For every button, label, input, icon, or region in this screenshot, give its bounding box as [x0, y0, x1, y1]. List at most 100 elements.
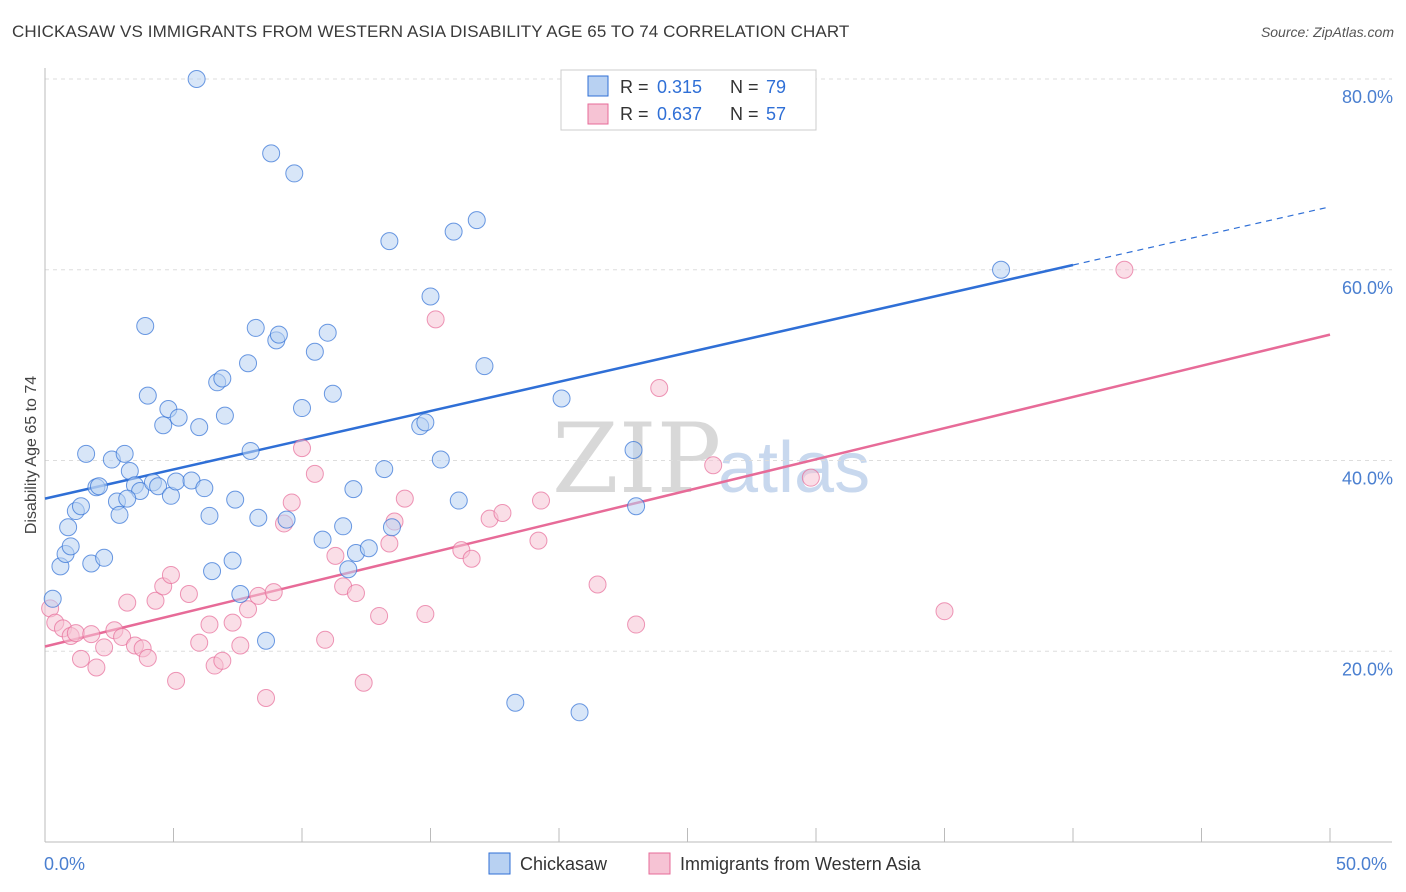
watermark-zip: ZIP	[552, 403, 721, 515]
y-tick-label-3: 80.0%	[1342, 87, 1393, 107]
point-chickasaw-48	[277, 510, 296, 529]
point-chickasaw-64	[421, 287, 440, 306]
point-chickasaw-38	[226, 490, 245, 509]
point-chickasaw-62	[382, 518, 401, 537]
point-chickasaw-75	[627, 497, 646, 516]
point-immigrants-14	[138, 648, 157, 667]
bottom-legend-label-chickasaw: Chickasaw	[520, 854, 608, 874]
point-immigrants-55	[801, 468, 820, 487]
point-chickasaw-19	[136, 317, 155, 336]
point-immigrants-20	[190, 633, 209, 652]
point-immigrants-57	[1115, 260, 1134, 279]
point-immigrants-26	[239, 600, 258, 619]
point-chickasaw-30	[190, 418, 209, 437]
point-immigrants-29	[264, 583, 283, 602]
watermark-atlas: atlas	[718, 428, 870, 508]
bottom-legend-label-immigrants: Immigrants from Western Asia	[680, 854, 922, 874]
y-tick-label-1: 40.0%	[1342, 469, 1393, 489]
legend-r-value-2: 0.637	[657, 104, 702, 124]
point-chickasaw-6	[71, 497, 90, 516]
legend-r-label-2: R =	[620, 104, 649, 124]
trend-line-chickasaw	[44, 263, 1074, 500]
legend-n-label-2: N =	[730, 104, 759, 124]
point-chickasaw-71	[552, 389, 571, 408]
point-chickasaw-44	[257, 631, 276, 650]
point-chickasaw-40	[239, 354, 258, 373]
legend-n-value-1: 79	[766, 77, 786, 97]
point-immigrants-32	[293, 439, 311, 458]
legend-r-value-1: 0.315	[657, 77, 702, 97]
point-immigrants-4	[66, 624, 85, 643]
legend-swatch-pink	[587, 103, 609, 125]
point-chickasaw-76	[992, 260, 1011, 279]
point-immigrants-8	[95, 638, 114, 657]
point-chickasaw-32	[200, 506, 219, 525]
point-immigrants-6	[82, 625, 101, 644]
point-immigrants-5	[71, 649, 90, 668]
point-chickasaw-65	[431, 450, 450, 469]
point-immigrants-7	[87, 658, 106, 677]
point-immigrants-27	[249, 586, 268, 605]
point-chickasaw-66	[444, 222, 463, 241]
point-chickasaw-43	[249, 508, 268, 527]
point-chickasaw-27	[169, 408, 188, 427]
source-label: Source: ZipAtlas.com	[1260, 24, 1394, 40]
point-immigrants-52	[627, 615, 646, 634]
point-immigrants-11	[118, 593, 137, 612]
point-chickasaw-77	[416, 413, 435, 432]
point-immigrants-18	[167, 671, 186, 690]
trend-line-chickasaw-extension	[1072, 206, 1331, 266]
point-chickasaw-15	[115, 444, 134, 463]
legend-swatch-blue	[587, 75, 609, 97]
point-immigrants-43	[416, 605, 435, 624]
point-chickasaw-60	[375, 460, 394, 479]
legend-n-label-1: N =	[730, 77, 759, 97]
point-chickasaw-52	[313, 530, 332, 549]
point-chickasaw-59	[359, 539, 378, 558]
point-immigrants-15	[146, 591, 165, 610]
point-immigrants-54	[704, 456, 723, 475]
point-immigrants-39	[370, 606, 389, 625]
y-tick-label-0: 20.0%	[1342, 659, 1393, 679]
bottom-legend-swatch-immigrants	[648, 852, 671, 875]
point-chickasaw-50	[293, 399, 311, 418]
point-immigrants-10	[113, 627, 132, 646]
point-immigrants-42	[395, 489, 414, 508]
point-immigrants-48	[493, 503, 512, 522]
series-legend: Chickasaw Immigrants from Western Asia	[488, 852, 922, 875]
x-tick-label-max: 50.0%	[1336, 854, 1387, 874]
point-immigrants-56	[935, 602, 954, 621]
y-tick-label-2: 60.0%	[1342, 278, 1393, 298]
point-chickasaw-55	[334, 517, 353, 536]
point-immigrants-53	[650, 379, 669, 398]
point-immigrants-49	[529, 531, 548, 550]
point-chickasaw-69	[475, 357, 494, 376]
point-chickasaw-14	[110, 505, 129, 524]
point-chickasaw-49	[285, 164, 304, 183]
point-immigrants-51	[588, 575, 607, 594]
chart-title: CHICKASAW VS IMMIGRANTS FROM WESTERN ASI…	[12, 22, 850, 41]
point-immigrants-23	[213, 651, 232, 670]
point-chickasaw-29	[187, 70, 206, 88]
point-chickasaw-68	[467, 211, 486, 230]
point-chickasaw-39	[231, 585, 250, 604]
point-chickasaw-57	[344, 480, 363, 499]
point-immigrants-21	[200, 615, 219, 634]
point-chickasaw-51	[305, 342, 324, 361]
point-chickasaw-61	[380, 232, 399, 251]
point-chickasaw-78	[118, 489, 137, 508]
point-immigrants-50	[532, 491, 551, 510]
point-immigrants-19	[179, 585, 198, 604]
point-immigrants-17	[161, 565, 180, 584]
point-chickasaw-41	[241, 441, 260, 460]
point-chickasaw-3	[59, 518, 78, 537]
point-chickasaw-7	[77, 444, 96, 463]
point-immigrants-34	[316, 630, 335, 649]
point-chickasaw-31	[195, 479, 214, 498]
series-chickasaw-points	[43, 70, 1011, 722]
point-chickasaw-33	[203, 562, 222, 581]
point-chickasaw-56	[339, 560, 358, 579]
point-immigrants-46	[462, 549, 481, 568]
watermark: ZIP atlas	[552, 403, 870, 515]
